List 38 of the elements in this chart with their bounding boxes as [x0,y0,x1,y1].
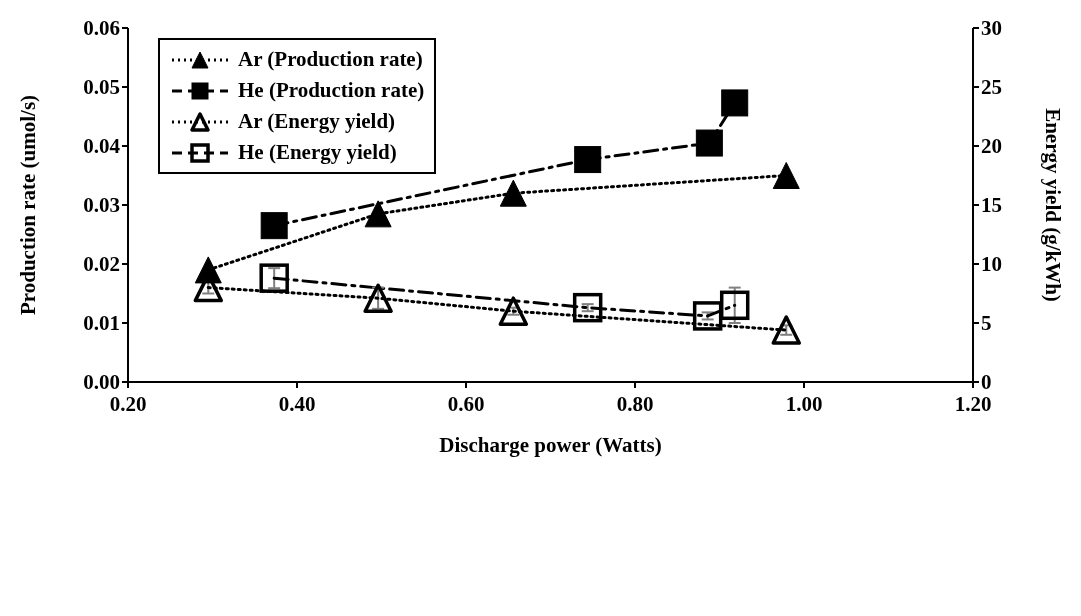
legend-label: He (Energy yield) [238,140,397,165]
y-axis-title: Production rate (umol/s) [16,94,41,316]
y2-tick-label: 15 [981,193,1002,218]
point [194,256,222,284]
x-axis-title: Discharge power (Watts) [439,433,662,457]
legend-label: Ar (Production rate) [238,47,423,72]
point [771,315,802,345]
point [363,283,393,313]
y2-axis-title: Energy yield (g/kWh) [1040,108,1065,302]
point [572,292,603,323]
y-tick-label: 0.04 [83,134,121,159]
point [499,179,527,207]
y-tick-label: 0.06 [83,16,120,41]
y2-tick-label: 25 [981,75,1002,100]
x-tick-label: 0.40 [278,391,316,416]
point [574,146,602,174]
point [259,263,289,293]
point [364,200,392,228]
point [260,212,288,240]
y-tick-label: 0.05 [83,75,120,100]
y2-tick-label: 5 [981,311,992,336]
legend-label: He (Production rate) [238,78,425,103]
y-tick-label: 0.02 [83,252,120,277]
x-tick-label: 1.00 [785,391,823,416]
legend-label: Ar (Energy yield) [238,109,396,134]
y2-tick-label: 30 [981,16,1002,41]
y-tick-label: 0.01 [83,311,120,336]
y2-tick-label: 20 [981,134,1002,159]
point [695,129,723,157]
point [772,162,800,189]
point [721,89,749,117]
x-tick-label: 0.60 [447,391,485,416]
point [692,301,723,331]
y2-tick-label: 10 [981,252,1002,277]
point [498,296,529,326]
x-tick-label: 0.80 [616,391,654,416]
y-tick-label: 0.03 [83,193,120,218]
point [719,290,750,321]
